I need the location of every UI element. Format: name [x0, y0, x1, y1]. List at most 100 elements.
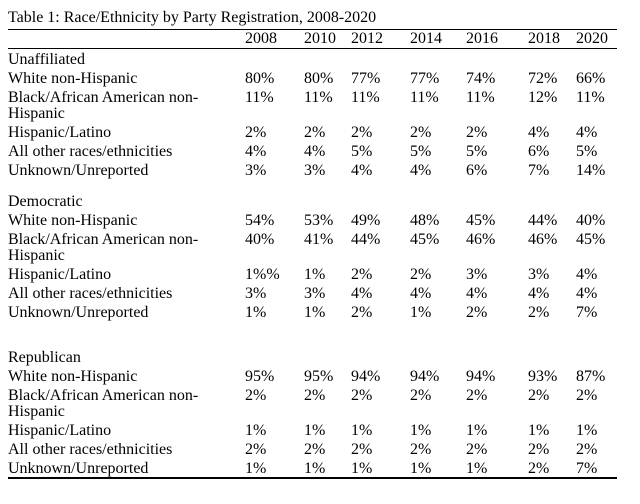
value-cell: 2%	[466, 124, 488, 141]
value-cell: 72%	[528, 70, 558, 87]
value-cell: 45%	[410, 231, 440, 248]
value-cell: 6%	[466, 162, 488, 179]
table-row: White non-Hispanic 54% 53% 49% 48% 45% 44% 40%	[8, 210, 617, 229]
table-row: Unknown/Unreported 1% 1% 2% 1% 2% 2% 7%	[8, 302, 617, 321]
table-header: 2008 2010 2012 2014 2016 2018 2020	[8, 29, 617, 49]
value-cell: 7%	[528, 162, 550, 179]
value-cell: 11%	[304, 89, 333, 106]
value-cell: 1%	[245, 304, 267, 321]
table-row: White non-Hispanic 80% 80% 77% 77% 74% 72% 66%	[8, 68, 617, 87]
value-cell: 1%	[466, 422, 488, 439]
table-row: Hispanic/Latino 1% 1% 1% 1% 1% 1% 1%	[8, 420, 617, 439]
year-column-header: 2018	[528, 29, 576, 49]
value-cell: 40%	[576, 212, 606, 229]
table-row: All other races/ethnicities 2% 2% 2% 2% 2% 2% 2…	[8, 439, 617, 458]
value-cell: 44%	[351, 231, 381, 248]
value-cell: 1%	[528, 422, 550, 439]
value-cell: 1%	[466, 460, 488, 477]
value-cell: 4%	[351, 162, 373, 179]
table-row: Black/African American non-Hispanic 2% 2% 2…	[8, 385, 617, 420]
value-cell: 11%	[410, 89, 439, 106]
table-row: Hispanic/Latino 2% 2% 2% 2% 2% 4% 4%	[8, 122, 617, 141]
section-name: Republican	[8, 349, 81, 366]
value-cell: 2%	[528, 441, 550, 458]
value-cell: 4%	[410, 285, 432, 302]
spacer-cell	[8, 179, 617, 191]
value-cell: 80%	[245, 70, 275, 87]
row-label: Unknown/Unreported	[8, 304, 149, 321]
value-cell: 3%	[466, 266, 488, 283]
section-header-row: Republican	[8, 347, 617, 366]
value-cell: 1%	[304, 266, 326, 283]
value-cell: 2%	[304, 441, 326, 458]
value-cell: 53%	[304, 212, 334, 229]
value-cell: 14%	[576, 162, 606, 179]
value-cell: 46%	[466, 231, 496, 248]
year-column-header: 2016	[466, 29, 528, 49]
row-label: Hispanic/Latino	[8, 422, 112, 439]
value-cell: 4%	[528, 124, 550, 141]
value-cell: 1%	[576, 422, 598, 439]
section-header-row: Unaffiliated	[8, 49, 617, 69]
year-column-header: 2020	[576, 29, 617, 49]
value-cell: 5%	[466, 143, 488, 160]
value-cell: 1%	[410, 460, 432, 477]
value-cell: 77%	[410, 70, 440, 87]
value-cell: 2%	[528, 387, 550, 404]
value-cell: 11%	[351, 89, 380, 106]
value-cell: 3%	[245, 162, 267, 179]
value-cell: 12%	[528, 89, 558, 106]
row-label: All other races/ethnicities	[8, 285, 173, 302]
value-cell: 1%	[410, 422, 432, 439]
value-cell: 2%	[351, 441, 373, 458]
value-cell: 2%	[351, 304, 373, 321]
empty-header-cell	[8, 29, 245, 49]
table-row: Unknown/Unreported 3% 3% 4% 4% 6% 7% 14%	[8, 160, 617, 179]
section-spacer	[8, 179, 617, 191]
value-cell: 5%	[576, 143, 598, 160]
value-cell: 2%	[466, 387, 488, 404]
table-row: All other races/ethnicities 3% 3% 4% 4% 4% 4% 4…	[8, 283, 617, 302]
value-cell: 2%	[576, 441, 598, 458]
value-cell: 46%	[528, 231, 558, 248]
row-label: Hispanic/Latino	[8, 266, 112, 283]
value-cell: 80%	[304, 70, 334, 87]
value-cell: 77%	[351, 70, 381, 87]
table-title: Table 1: Race/Ethnicity by Party Registr…	[8, 9, 377, 26]
value-cell: 5%	[410, 143, 432, 160]
value-cell: 2%	[528, 304, 550, 321]
value-cell: 2%	[245, 387, 267, 404]
value-cell: 3%	[304, 285, 326, 302]
value-cell: 2%	[528, 460, 550, 477]
value-cell: 95%	[245, 368, 275, 385]
value-cell: 4%	[576, 266, 598, 283]
year-header-row: 2008 2010 2012 2014 2016 2018 2020	[8, 29, 617, 49]
spacer-cell	[8, 321, 617, 347]
section-header-row: Democratic	[8, 191, 617, 210]
value-cell: 4%	[351, 285, 373, 302]
table-row: White non-Hispanic 95% 95% 94% 94% 94% 93% 87%	[8, 366, 617, 385]
value-cell: 2%	[351, 266, 373, 283]
section-name: Democratic	[8, 193, 83, 210]
value-cell: 1%	[410, 304, 432, 321]
value-cell: 3%	[528, 266, 550, 283]
value-cell: 93%	[528, 368, 558, 385]
table-row: Unknown/Unreported 1% 1% 1% 1% 1% 2% 7%	[8, 458, 617, 478]
value-cell: 5%	[351, 143, 373, 160]
value-cell: 4%	[410, 162, 432, 179]
value-cell: 4%	[245, 143, 267, 160]
value-cell: 2%	[410, 124, 432, 141]
value-cell: 2%	[245, 124, 267, 141]
value-cell: 3%	[304, 162, 326, 179]
value-cell: 94%	[351, 368, 381, 385]
value-cell: 1%	[304, 422, 326, 439]
value-cell: 1%	[245, 460, 267, 477]
value-cell: 95%	[304, 368, 334, 385]
value-cell: 45%	[576, 231, 606, 248]
value-cell: 4%	[304, 143, 326, 160]
table-body: Unaffiliated White non-Hispanic 80% 80% 77% 7…	[8, 49, 617, 479]
value-cell: 94%	[466, 368, 496, 385]
year-column-header: 2008	[245, 29, 304, 49]
value-cell: 2%	[410, 387, 432, 404]
